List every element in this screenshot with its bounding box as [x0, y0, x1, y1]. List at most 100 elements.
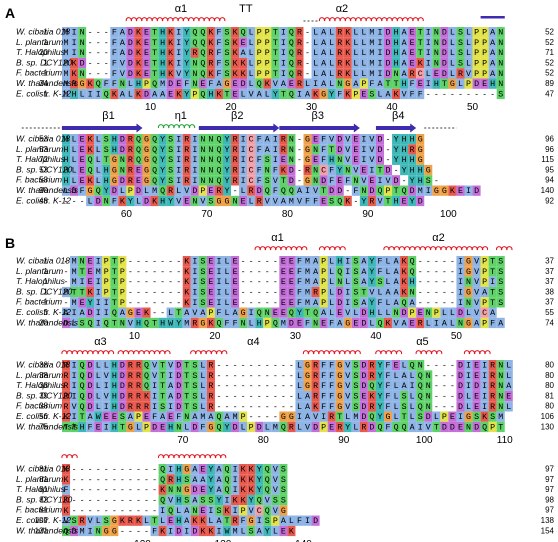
ruler-number: 30 — [306, 102, 318, 113]
species-name: T. Halophilus — [16, 276, 66, 286]
residue-cell — [287, 266, 296, 277]
residue-cell — [182, 317, 191, 329]
residue-letter: H — [369, 309, 374, 318]
residue-cell — [359, 185, 368, 196]
residue-letter: G — [337, 403, 342, 412]
residue-letter: K — [136, 49, 141, 58]
residue-cell — [142, 360, 151, 371]
residue-cell — [480, 27, 489, 38]
residue-letter: - — [434, 403, 439, 412]
residue-letter: M — [305, 299, 310, 308]
residue-letter: H — [176, 466, 181, 475]
alpha-helix — [375, 350, 403, 355]
panel-label-B: B — [5, 235, 15, 251]
residue-letter: Q — [152, 146, 157, 155]
residue-letter: L — [241, 423, 246, 432]
residue-cell — [496, 286, 505, 298]
residue-letter: - — [96, 39, 101, 48]
residue-cell — [343, 256, 352, 267]
residue-cell — [303, 154, 312, 165]
residue-cell — [496, 411, 505, 422]
residue-cell — [150, 134, 159, 145]
residue-cell — [247, 494, 256, 506]
residue-cell — [182, 185, 191, 196]
residue-letter: I — [345, 299, 350, 308]
residue-cell — [158, 464, 167, 475]
residue-letter: T — [160, 372, 165, 381]
residue-letter: H — [112, 393, 117, 402]
residue-letter: E — [474, 362, 479, 371]
residue-letter: I — [72, 29, 77, 38]
residue-letter: - — [434, 278, 439, 287]
residue-letter: P — [321, 258, 326, 267]
residue-letter: T — [112, 319, 117, 328]
residue-letter: L — [466, 403, 471, 412]
residue-letter: P — [104, 268, 109, 277]
residue-cell — [126, 195, 135, 207]
residue-letter: H — [136, 80, 141, 89]
residue-cell — [86, 134, 95, 145]
residue-letter: A — [305, 393, 310, 402]
residue-cell — [375, 78, 384, 89]
residue-letter: H — [160, 29, 165, 38]
residue-letter: F — [321, 136, 326, 145]
residue-cell — [392, 144, 401, 155]
residue-cell — [359, 286, 368, 298]
residue-letter: P — [200, 187, 205, 196]
residue-letter: - — [442, 382, 447, 391]
residue-letter: R — [490, 362, 495, 371]
residue-cell — [174, 421, 183, 433]
residue-letter: D — [144, 90, 149, 99]
residue-letter: A — [257, 527, 262, 536]
residue-cell — [70, 27, 79, 38]
residue-letter: N — [96, 527, 101, 536]
residue-letter: Y — [394, 146, 399, 155]
residue-letter: S — [249, 527, 254, 536]
residue-letter: E — [289, 268, 294, 277]
ss-label: α1 — [271, 232, 283, 244]
residue-letter: N — [104, 197, 109, 206]
residue-cell — [496, 317, 505, 329]
residue-letter: Q — [160, 476, 165, 485]
residue-cell — [400, 164, 409, 176]
residue-cell — [126, 164, 135, 176]
residue-letter: A — [192, 413, 197, 422]
residue-letter: L — [96, 177, 101, 186]
residue-letter: V — [168, 497, 173, 506]
residue-cell — [190, 276, 199, 287]
seq-start-number: 34 — [39, 79, 48, 88]
residue-letter: A — [410, 423, 415, 432]
residue-letter: - — [96, 49, 101, 58]
residue-letter: L — [377, 309, 382, 318]
residue-cell — [351, 175, 360, 186]
residue-letter: K — [233, 29, 238, 38]
residue-letter: D — [152, 423, 157, 432]
residue-letter: R — [337, 29, 342, 38]
residue-cell — [190, 78, 199, 89]
residue-cell — [496, 88, 505, 100]
residue-letter: Q — [192, 29, 197, 38]
residue-letter: N — [200, 146, 205, 155]
residue-cell — [367, 421, 376, 433]
residue-letter: T — [490, 268, 495, 277]
residue-cell — [319, 154, 328, 165]
residue-letter: - — [249, 413, 254, 422]
residue-letter: Q — [152, 136, 157, 145]
residue-cell — [70, 256, 79, 267]
residue-letter: A — [394, 299, 399, 308]
residue-letter: K — [345, 29, 350, 38]
residue-letter: A — [337, 319, 342, 328]
residue-cell — [231, 195, 240, 207]
residue-cell — [70, 297, 79, 308]
residue-letter: E — [241, 39, 246, 48]
residue-letter: A — [402, 319, 407, 328]
residue-cell — [78, 47, 87, 58]
residue-letter: A — [281, 80, 286, 89]
residue-cell — [375, 57, 384, 69]
residue-letter: - — [273, 299, 278, 308]
residue-cell — [464, 266, 473, 277]
residue-letter: L — [168, 309, 173, 318]
residue-cell — [303, 286, 312, 298]
residue-cell — [392, 360, 401, 371]
residue-letter: G — [112, 177, 117, 186]
